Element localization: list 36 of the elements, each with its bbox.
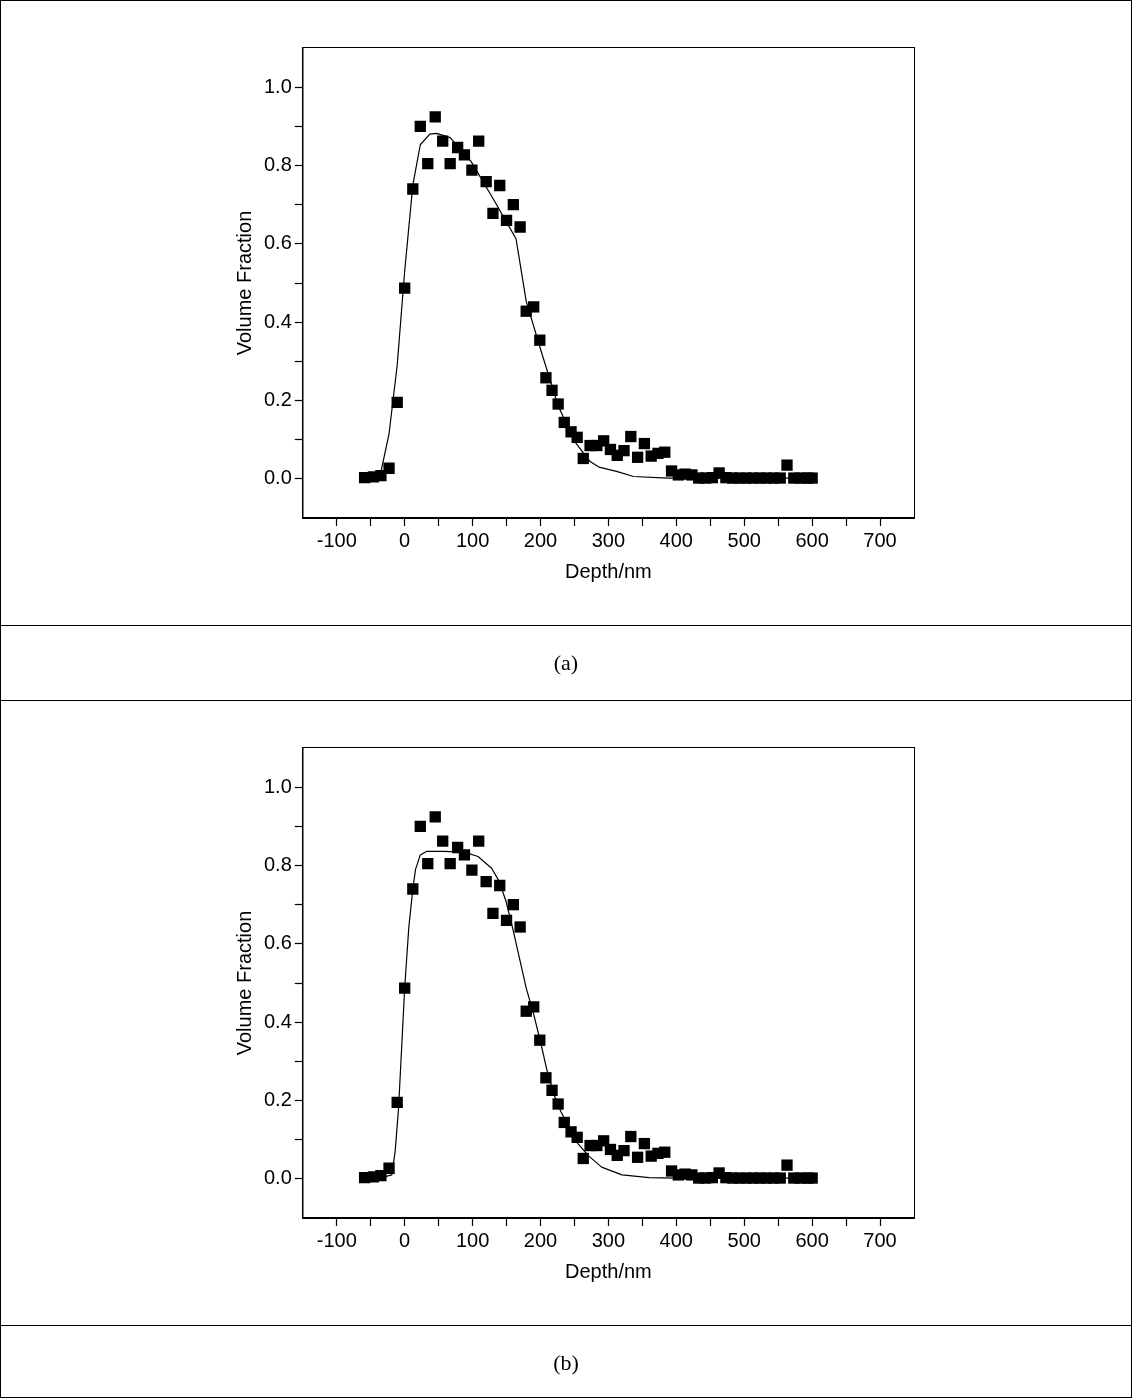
x-tick-label: 0 [399,1228,411,1251]
x-tick-label: 500 [727,528,761,551]
y-tick-label: 0.8 [263,853,292,876]
x-axis-title: Depth/nm [565,559,652,582]
y-tick-label: 0.0 [263,466,292,489]
x-tick-label: 600 [795,528,829,551]
x-tick-label: 700 [863,1228,897,1251]
x-tick-label: -100 [316,1228,357,1251]
y-tick-label: 0.4 [263,309,292,332]
y-tick-label: 1.0 [263,774,292,797]
x-axis-title: Depth/nm [565,1259,652,1282]
y-tick-label: 0.8 [263,153,292,176]
y-axis-title: Volume Fraction [232,910,255,1056]
text: (a) [553,650,579,676]
y-axis-title: Volume Fraction [232,210,255,356]
y-tick-label: 0.2 [263,1088,292,1111]
y-tick-label: 0.0 [263,1166,292,1189]
y-tick-label: 0.6 [263,231,292,254]
x-tick-label: 500 [727,1228,761,1251]
y-tick-label: 1.0 [263,74,292,97]
y-tick-label: 0.2 [263,388,292,411]
x-tick-label: 400 [659,528,693,551]
x-tick-label: 100 [455,528,490,551]
x-tick-label: 200 [523,1228,558,1251]
x-tick-label: 300 [591,528,626,551]
x-tick-label: -100 [316,528,357,551]
x-tick-label: 600 [795,1228,829,1251]
x-tick-label: 400 [659,1228,693,1251]
y-tick-label: 0.6 [263,931,292,954]
x-tick-label: 0 [399,528,411,551]
y-tick-label: 0.4 [263,1009,292,1032]
x-tick-label: 700 [863,528,897,551]
x-tick-label: 100 [455,1228,490,1251]
x-tick-label: 300 [591,1228,626,1251]
x-tick-label: 200 [523,528,558,551]
text: (b) [553,1350,579,1376]
